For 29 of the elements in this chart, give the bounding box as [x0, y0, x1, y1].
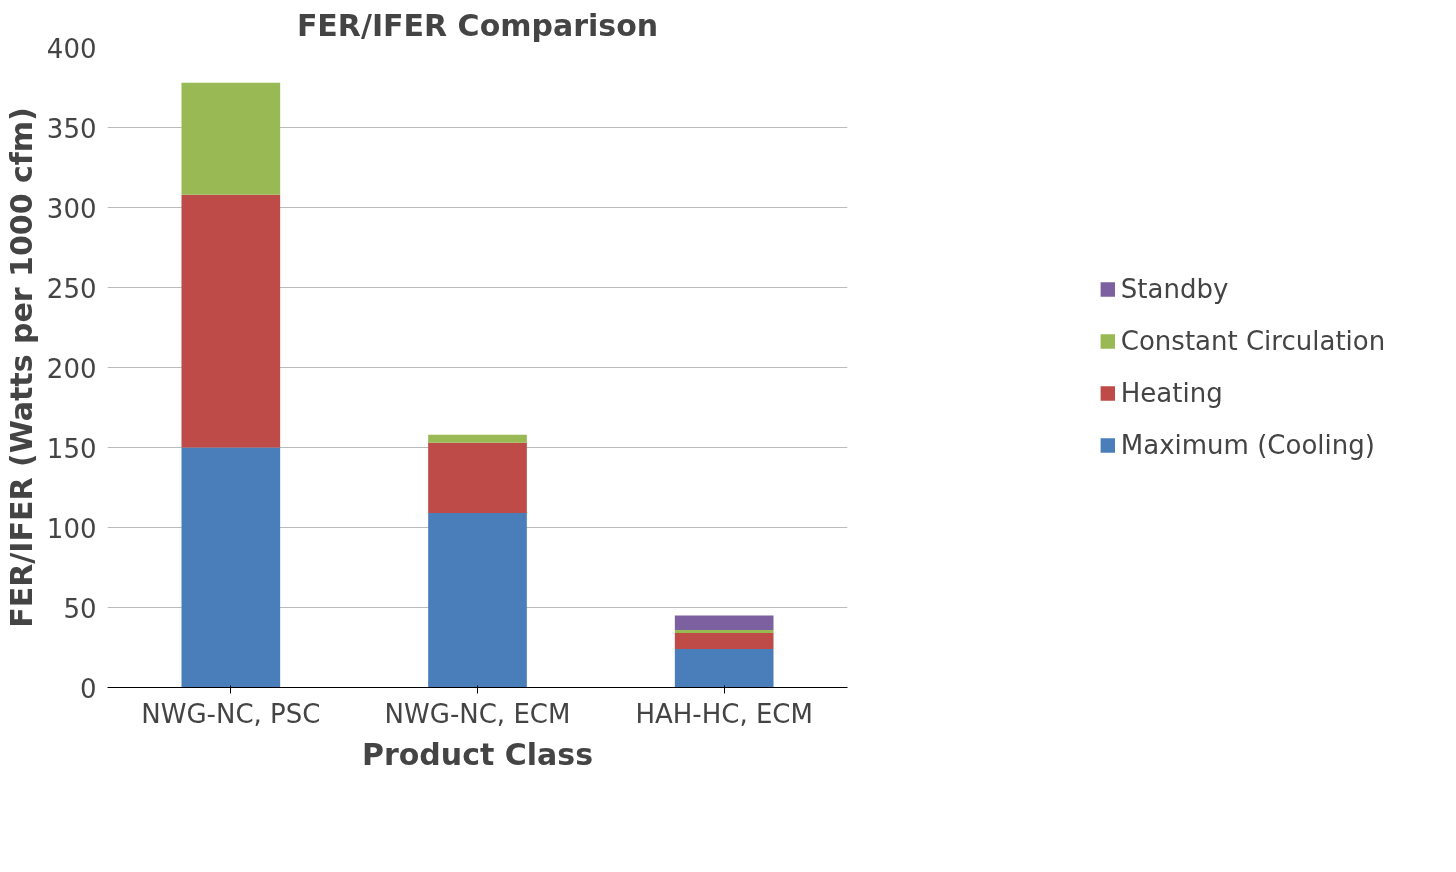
legend-label: Constant Circulation: [1120, 326, 1386, 356]
legend-label: Maximum (Cooling): [1120, 430, 1375, 460]
legend-label: Heating: [1120, 378, 1223, 408]
bar: [674, 633, 774, 650]
y-axis-title: FER/IFER (Watts per 1000 cfm): [3, 107, 39, 628]
bar: [181, 194, 281, 448]
bar: [428, 434, 527, 443]
y-tick-label: 300: [46, 193, 97, 224]
bar: [674, 615, 774, 630]
y-tick-label: 400: [46, 33, 97, 64]
x-tick-label: NWG-NC, PSC: [141, 698, 321, 729]
legend-label: Standby: [1120, 274, 1229, 304]
y-tick-label: 0: [79, 673, 97, 704]
y-tick-label: 50: [63, 593, 97, 624]
y-tick-label: 150: [46, 433, 97, 464]
bar: [181, 82, 281, 195]
y-tick-label: 100: [46, 513, 97, 544]
bar: [674, 649, 774, 688]
x-axis-title: Product Class: [361, 736, 594, 772]
bar: [428, 513, 527, 688]
chart-title: FER/IFER Comparison: [296, 7, 659, 43]
x-tick-label: HAH-HC, ECM: [635, 698, 813, 729]
y-tick-label: 200: [46, 353, 97, 384]
bar: [181, 447, 281, 688]
x-tick-label: NWG-NC, ECM: [384, 698, 571, 729]
y-tick-label: 350: [46, 113, 97, 144]
bar: [674, 629, 774, 634]
bar: [428, 442, 527, 514]
y-tick-label: 250: [46, 273, 97, 304]
